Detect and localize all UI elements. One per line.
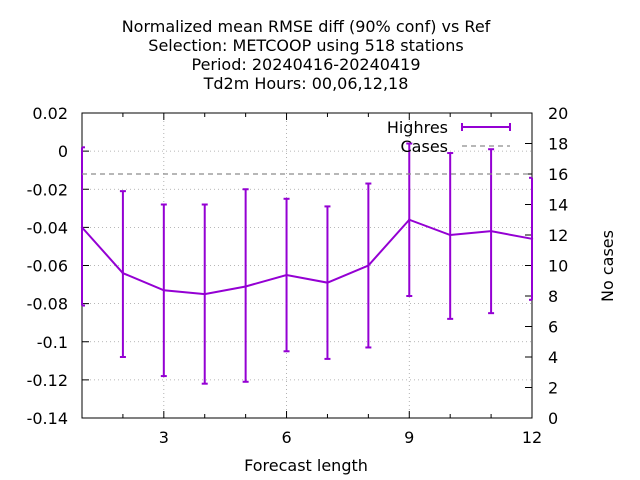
x-tick-label: 6 xyxy=(281,428,291,447)
y2-tick-label: 16 xyxy=(548,165,568,184)
data-point xyxy=(121,271,125,275)
y2-tick-label: 0 xyxy=(548,409,558,428)
series-line-highres xyxy=(81,218,533,296)
data-point xyxy=(326,281,329,284)
y2-tick-label: 6 xyxy=(548,318,558,337)
grid xyxy=(82,113,532,418)
y2-tick-label: 14 xyxy=(548,196,568,215)
y-tick-label: -0.14 xyxy=(27,409,68,428)
y-tick-label: -0.1 xyxy=(37,333,68,352)
y2-tick-label: 18 xyxy=(548,135,568,154)
data-point xyxy=(530,237,534,241)
chart-title: Normalized mean RMSE diff (90% conf) vs … xyxy=(122,17,491,93)
x-tick-label: 3 xyxy=(159,428,169,447)
y-tick-label: -0.12 xyxy=(27,371,68,390)
data-point xyxy=(162,289,166,292)
x-axis-label: Forecast length xyxy=(244,456,368,475)
y-tick-label: 0.02 xyxy=(32,104,68,123)
y2-tick-label: 12 xyxy=(548,226,568,245)
y-tick-label: -0.06 xyxy=(27,257,68,276)
data-point xyxy=(367,264,370,267)
y2-tick-label: 4 xyxy=(548,348,558,367)
y2-tick-label: 8 xyxy=(548,287,558,306)
title-line-2: Selection: METCOOP using 518 stations xyxy=(148,36,463,55)
y2-axis-label: No cases xyxy=(598,230,617,302)
legend-label-1: Highres xyxy=(387,118,448,137)
data-point xyxy=(203,292,206,296)
data-point xyxy=(448,233,452,237)
y-tick-label: -0.04 xyxy=(27,218,68,237)
y-tick-label: 0 xyxy=(58,142,68,161)
data-point xyxy=(408,218,411,221)
axis-ticks: 0.02 0 -0.02 -0.04 -0.06 -0.08 -0.1 -0.12 -0.14 2… xyxy=(27,104,569,447)
title-line-3: Period: 20240416-20240419 xyxy=(191,55,420,74)
title-line-4: Td2m Hours: 00,06,12,18 xyxy=(203,74,409,93)
title-line-1: Normalized mean RMSE diff (90% conf) vs … xyxy=(122,17,491,36)
y-tick-label: -0.08 xyxy=(27,295,68,314)
y2-tick-label: 10 xyxy=(548,257,568,276)
x-tick-label: 12 xyxy=(522,428,542,447)
data-point xyxy=(489,229,493,233)
y2-tick-label: 20 xyxy=(548,104,568,123)
series xyxy=(80,142,534,385)
data-point xyxy=(80,226,84,229)
y2-tick-label: 2 xyxy=(548,379,558,398)
data-point xyxy=(285,273,288,277)
y-tick-label: -0.02 xyxy=(27,180,68,199)
data-point xyxy=(244,285,247,288)
x-tick-label: 9 xyxy=(404,428,414,447)
legend-label-2: Cases xyxy=(401,137,449,156)
